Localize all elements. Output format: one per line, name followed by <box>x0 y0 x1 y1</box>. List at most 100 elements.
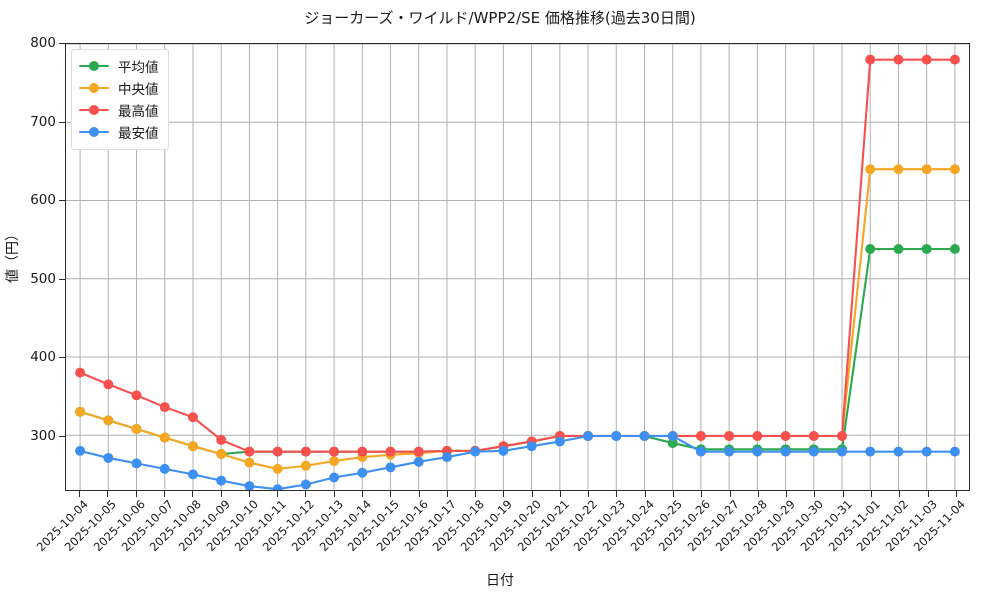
data-point <box>159 432 170 443</box>
y-tick-mark <box>59 43 65 44</box>
y-tick-mark <box>59 435 65 437</box>
data-point <box>893 54 904 65</box>
x-tick-mark <box>135 491 137 497</box>
data-point <box>949 446 960 457</box>
data-point <box>752 446 763 457</box>
y-tick-mark <box>59 121 65 123</box>
data-point <box>244 481 255 490</box>
data-point <box>695 431 706 441</box>
data-point <box>808 431 819 441</box>
data-point <box>583 431 594 441</box>
data-point <box>865 164 876 175</box>
y-tick-label: 600 <box>30 192 56 209</box>
x-tick-mark <box>786 491 788 497</box>
x-tick-mark <box>673 491 675 497</box>
data-point <box>272 484 283 490</box>
data-point <box>921 54 932 65</box>
x-tick-mark <box>899 491 901 497</box>
data-point <box>470 446 481 457</box>
data-point <box>949 54 960 65</box>
legend-item-中央値[interactable]: 中央値 <box>79 77 159 99</box>
x-tick-mark <box>248 491 250 497</box>
data-point <box>329 472 340 483</box>
data-point <box>300 446 311 457</box>
data-point <box>526 441 537 452</box>
legend-swatch-icon <box>79 125 109 139</box>
data-point <box>329 456 340 467</box>
data-point <box>131 423 142 434</box>
data-point <box>272 446 283 457</box>
data-point <box>413 456 424 467</box>
legend-item-最高値[interactable]: 最高値 <box>79 99 159 121</box>
data-point <box>187 469 198 480</box>
y-tick-label: 500 <box>30 270 56 287</box>
data-point <box>103 415 114 426</box>
chart-legend: 平均値中央値 最高値最安値 <box>71 49 169 150</box>
data-point <box>554 436 565 447</box>
data-point <box>216 475 227 486</box>
data-point <box>216 449 227 459</box>
data-point <box>893 446 904 457</box>
data-point <box>441 452 452 463</box>
x-tick-mark <box>955 491 957 497</box>
data-point <box>893 244 904 254</box>
x-tick-mark <box>220 491 222 497</box>
data-point <box>385 446 396 457</box>
data-point <box>75 367 86 378</box>
x-tick-mark <box>192 491 194 497</box>
data-point <box>244 457 255 468</box>
x-tick-mark <box>305 491 307 497</box>
x-tick-mark <box>757 491 759 497</box>
data-point <box>357 446 368 457</box>
data-point <box>611 431 622 441</box>
data-point <box>724 446 735 457</box>
data-point <box>75 445 86 456</box>
x-tick-mark <box>842 491 844 497</box>
legend-item-平均値[interactable]: 平均値 <box>79 55 159 77</box>
data-point <box>752 431 763 441</box>
x-tick-mark <box>361 491 363 497</box>
x-axis-title: 日付 <box>486 573 514 589</box>
data-point <box>413 446 424 457</box>
x-tick-mark <box>927 491 929 497</box>
data-point <box>865 54 876 65</box>
series-最安値 <box>75 431 960 490</box>
chart-svg <box>66 44 969 490</box>
legend-item-label: 最安値 <box>118 126 159 142</box>
data-point <box>216 434 227 445</box>
data-point <box>300 460 311 471</box>
data-point <box>131 390 142 401</box>
y-tick-label: 400 <box>30 349 56 366</box>
legend-item-label: 平均値 <box>118 60 159 76</box>
x-tick-mark <box>588 491 590 497</box>
x-tick-mark <box>729 491 731 497</box>
x-tick-mark <box>390 491 392 497</box>
y-tick-label: 800 <box>30 35 56 51</box>
x-tick-mark <box>644 491 646 497</box>
data-point <box>780 446 791 457</box>
x-tick-mark <box>701 491 703 497</box>
y-tick-mark <box>59 278 65 280</box>
x-tick-mark <box>616 491 618 497</box>
legend-swatch-icon <box>79 103 109 117</box>
data-point <box>300 479 311 490</box>
data-point <box>921 244 932 254</box>
x-tick-mark <box>107 491 109 497</box>
data-point <box>921 164 932 175</box>
legend-item-label: 中央値 <box>118 82 159 98</box>
x-tick-mark <box>475 491 477 497</box>
data-point <box>780 431 791 441</box>
data-point <box>949 164 960 175</box>
legend-swatch-icon <box>79 59 109 73</box>
legend-item-最安値[interactable]: 最安値 <box>79 121 159 143</box>
x-tick-mark <box>333 491 335 497</box>
data-point <box>808 446 819 457</box>
legend-swatch-icon <box>79 81 109 95</box>
data-point <box>724 431 735 441</box>
data-point <box>103 452 114 463</box>
data-point <box>244 446 255 457</box>
y-axis-tick-labels: 300 400 500 600 700 800 <box>0 0 65 600</box>
data-point <box>159 402 170 413</box>
data-point <box>837 446 848 457</box>
data-point <box>187 441 198 452</box>
